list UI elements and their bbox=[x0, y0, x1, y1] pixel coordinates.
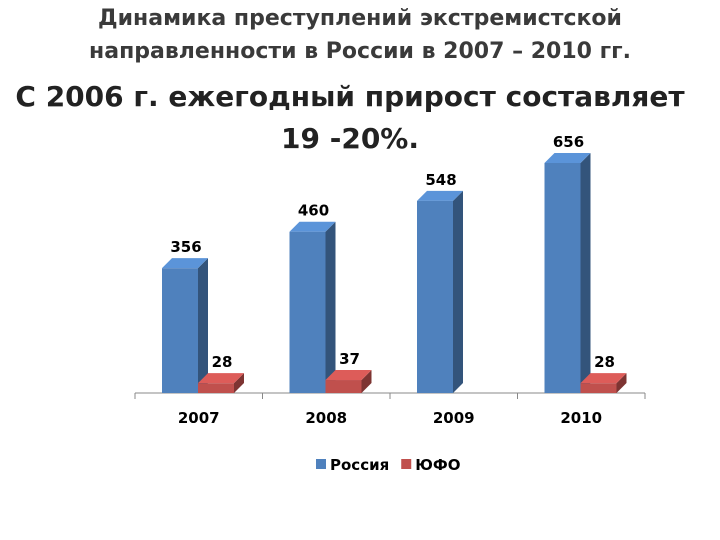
x-tick-label: 2007 bbox=[178, 409, 220, 427]
bar bbox=[289, 231, 326, 393]
value-label: 656 bbox=[553, 133, 584, 151]
x-tick-label: 2009 bbox=[433, 409, 475, 427]
bar-side bbox=[616, 373, 627, 393]
bar bbox=[162, 268, 198, 393]
bar bbox=[417, 200, 453, 393]
value-label: 28 bbox=[594, 353, 615, 371]
bar-side bbox=[361, 370, 372, 393]
bar-side bbox=[234, 373, 244, 393]
bar-top bbox=[198, 373, 244, 384]
bar bbox=[544, 163, 581, 393]
legend-label: Россия bbox=[330, 456, 389, 474]
bar bbox=[580, 383, 617, 393]
bar-top bbox=[580, 373, 627, 384]
legend-swatch bbox=[401, 459, 412, 469]
bar-top bbox=[544, 153, 591, 163]
value-label: 548 bbox=[425, 171, 456, 189]
bar bbox=[325, 380, 362, 393]
x-tick-label: 2008 bbox=[305, 409, 347, 427]
x-tick-label: 2010 bbox=[560, 409, 602, 427]
bar-side bbox=[580, 153, 591, 393]
bar-side bbox=[198, 258, 208, 393]
legend-swatch bbox=[316, 459, 326, 469]
bar-top bbox=[325, 370, 372, 381]
chart-subtitle: С 2006 г. ежегодный прирост составляет 1… bbox=[15, 80, 685, 155]
legend-label: ЮФО bbox=[415, 456, 460, 474]
bar bbox=[198, 383, 234, 393]
value-label: 37 bbox=[339, 350, 360, 368]
bar-side bbox=[453, 190, 463, 393]
value-label: 28 bbox=[212, 353, 233, 371]
value-label: 356 bbox=[170, 238, 201, 256]
bar-top bbox=[417, 190, 463, 201]
bar-top bbox=[162, 258, 208, 269]
bar-side bbox=[325, 221, 336, 393]
bar-top bbox=[289, 221, 336, 232]
chart-title: Динамика преступлений экстремистской нап… bbox=[89, 6, 631, 64]
value-label: 460 bbox=[298, 202, 329, 220]
